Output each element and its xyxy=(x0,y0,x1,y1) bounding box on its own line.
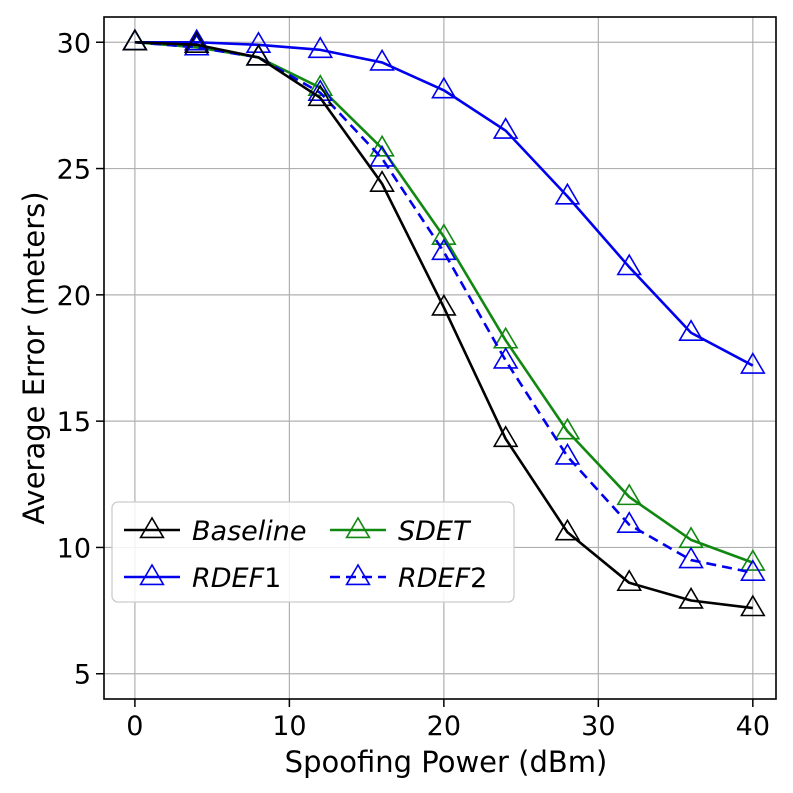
legend-box xyxy=(111,501,515,603)
legend-label-main: RDEF xyxy=(192,563,265,594)
legend-label: RDEF1 xyxy=(192,563,281,594)
data-point-marker xyxy=(554,417,581,440)
data-point-marker xyxy=(740,549,766,571)
data-point-marker xyxy=(307,36,334,59)
legend-label: SDET xyxy=(398,516,472,547)
data-point-marker xyxy=(616,253,643,276)
y-tick-label: 20 xyxy=(57,281,91,312)
series-line xyxy=(134,40,754,367)
series-line xyxy=(134,40,753,610)
data-point-marker xyxy=(369,144,395,167)
data-point-marker xyxy=(678,586,704,609)
y-tick-label: 30 xyxy=(57,28,91,59)
legend-label-main: RDEF xyxy=(398,563,471,594)
data-point-marker xyxy=(492,425,519,448)
data-point-marker xyxy=(431,76,457,99)
data-point-marker xyxy=(245,31,272,54)
legend-label-main: Baseline xyxy=(192,516,306,547)
y-tick-label: 25 xyxy=(57,155,91,186)
x-axis-title: Spoofing Power (dBm) xyxy=(285,745,608,779)
x-tick-label: 40 xyxy=(736,711,770,742)
data-point-marker xyxy=(307,79,334,102)
legend-entry: RDEF1 xyxy=(124,563,281,594)
plot-series xyxy=(122,28,766,617)
data-point-marker xyxy=(307,74,334,96)
y-axis-title: Average Error (meters) xyxy=(17,191,51,524)
plot-frame xyxy=(103,16,777,700)
legend-marker xyxy=(345,563,371,586)
data-point-marker xyxy=(678,526,704,549)
data-point-marker xyxy=(369,134,395,157)
legend-marker xyxy=(345,516,371,539)
y-tick-label: 5 xyxy=(74,660,91,691)
data-point-marker xyxy=(183,28,210,51)
legend-entry: Baseline xyxy=(124,516,306,547)
data-point-marker xyxy=(616,483,643,506)
data-point-marker xyxy=(369,48,395,71)
data-point-marker xyxy=(740,351,766,374)
legend-label: Baseline xyxy=(192,516,306,547)
legend-label-suffix: 1 xyxy=(264,563,281,594)
data-point-marker xyxy=(678,546,704,569)
y-tick-label: 10 xyxy=(57,533,91,564)
data-point-marker xyxy=(431,223,457,245)
x-tick-label: 10 xyxy=(272,711,306,742)
data-point-marker xyxy=(740,594,766,617)
legend-entry: RDEF2 xyxy=(330,563,487,594)
data-point-marker xyxy=(307,84,334,107)
legend-entry: SDET xyxy=(330,516,472,547)
data-point-marker xyxy=(616,511,643,533)
axis-ticks: 0 10 20 30 40 5 10 15 20 25 30 xyxy=(57,28,770,742)
data-point-marker xyxy=(183,31,210,54)
legend-label: RDEF2 xyxy=(398,563,487,594)
data-point-marker xyxy=(678,319,704,341)
data-point-marker xyxy=(740,559,766,581)
data-point-marker xyxy=(431,293,457,316)
data-point-marker xyxy=(492,346,519,369)
data-point-marker xyxy=(616,569,643,592)
x-tick-label: 0 xyxy=(126,711,143,742)
data-point-marker xyxy=(492,117,519,139)
data-point-marker xyxy=(554,442,581,465)
data-point-marker xyxy=(554,518,581,541)
y-tick-label: 15 xyxy=(57,407,91,438)
legend-label-main: SDET xyxy=(398,516,472,547)
data-point-marker xyxy=(554,182,581,205)
data-point-marker xyxy=(245,43,272,66)
legend-marker xyxy=(139,563,165,586)
legend-label-suffix: 2 xyxy=(470,563,487,594)
data-point-marker xyxy=(369,170,395,192)
data-point-marker xyxy=(431,238,457,261)
legend-marker xyxy=(139,516,165,539)
x-tick-label: 30 xyxy=(581,711,615,742)
x-tick-label: 20 xyxy=(427,711,461,742)
data-point-marker xyxy=(122,28,148,51)
series-baseline xyxy=(122,28,766,617)
